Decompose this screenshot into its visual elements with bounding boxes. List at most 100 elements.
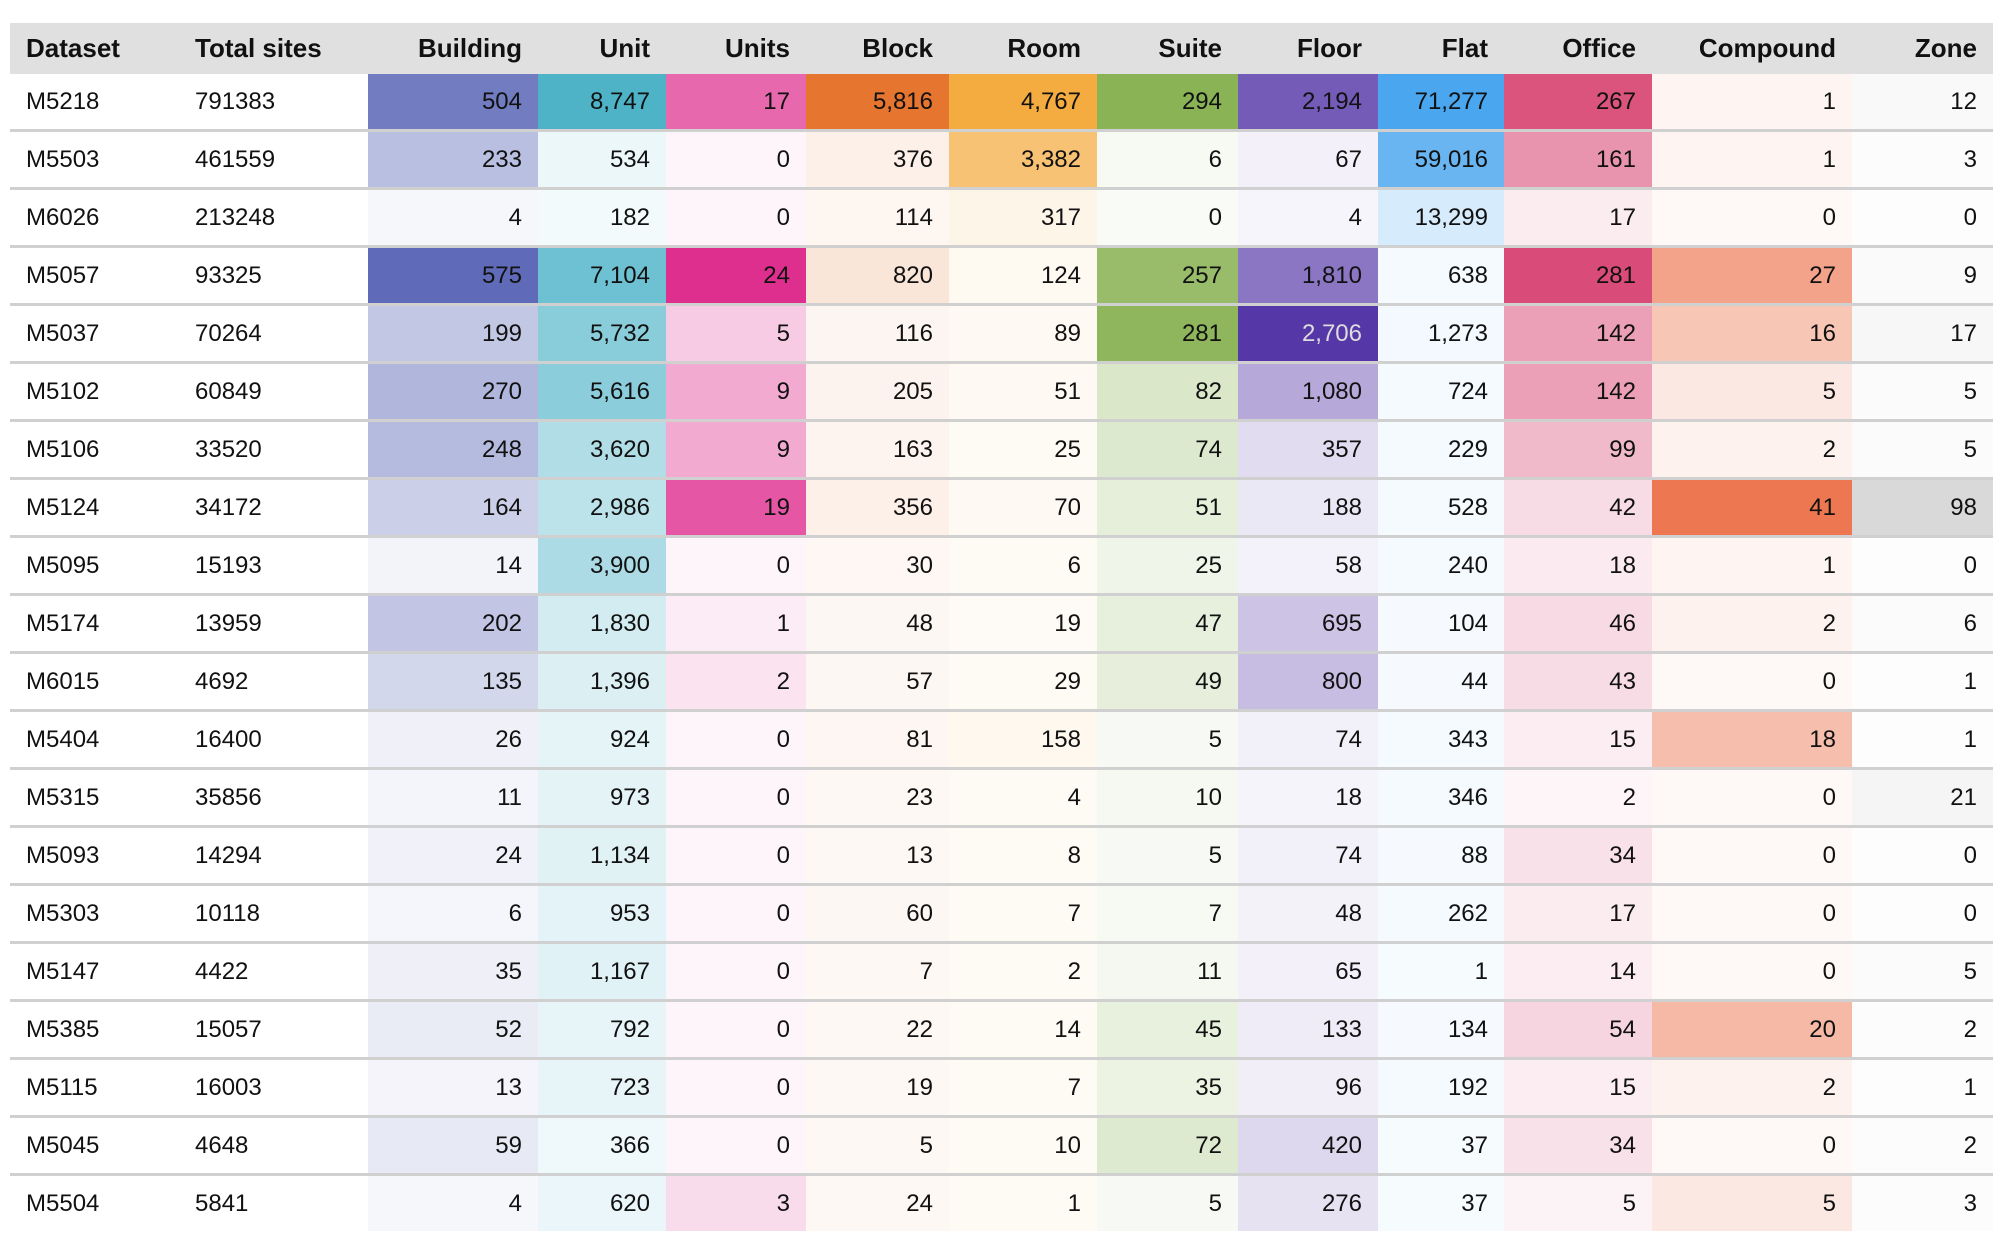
cell-unit: 792 [538,999,666,1059]
cell-compound: 2 [1652,419,1852,479]
cell-flat: 262 [1378,883,1504,943]
cell-unit: 3,900 [538,535,666,595]
column-header-compound[interactable]: Compound [1652,23,1852,74]
cell-office: 5 [1504,1173,1652,1231]
cell-compound: 0 [1652,651,1852,711]
cell-office: 17 [1504,883,1652,943]
cell-room: 29 [949,651,1097,711]
cell-office: 17 [1504,187,1652,247]
cell-units: 5 [666,303,806,363]
cell-zone: 0 [1852,535,1993,595]
cell-total-sites: 791383 [179,74,368,131]
cell-flat: 1,273 [1378,303,1504,363]
cell-units: 0 [666,825,806,885]
column-header-office[interactable]: Office [1504,23,1652,74]
cell-floor: 2,706 [1238,303,1378,363]
cell-room: 1 [949,1173,1097,1231]
cell-units: 0 [666,1057,806,1117]
column-header-block[interactable]: Block [806,23,949,74]
cell-flat: 59,016 [1378,129,1504,189]
cell-units: 0 [666,883,806,943]
cell-floor: 276 [1238,1173,1378,1231]
cell-dataset: M5303 [10,883,179,943]
cell-floor: 420 [1238,1115,1378,1175]
cell-units: 0 [666,129,806,189]
cell-units: 0 [666,941,806,1001]
cell-room: 8 [949,825,1097,885]
cell-unit: 973 [538,767,666,827]
cell-unit: 924 [538,709,666,769]
column-header-units[interactable]: Units [666,23,806,74]
cell-office: 15 [1504,709,1652,769]
table-row: M5095 15193 14 3,900 0 30 6 25 58 240 18 1 0 [10,535,1993,595]
cell-compound: 0 [1652,1115,1852,1175]
cell-building: 199 [368,303,538,363]
cell-floor: 800 [1238,651,1378,711]
cell-compound: 0 [1652,187,1852,247]
cell-total-sites: 10118 [179,883,368,943]
column-header-total-sites[interactable]: Total sites [179,23,368,74]
cell-compound: 5 [1652,361,1852,421]
cell-office: 142 [1504,303,1652,363]
column-header-dataset[interactable]: Dataset [10,23,179,74]
cell-office: 161 [1504,129,1652,189]
cell-room: 2 [949,941,1097,1001]
cell-building: 4 [368,1173,538,1231]
cell-unit: 5,732 [538,303,666,363]
column-header-room[interactable]: Room [949,23,1097,74]
cell-zone: 12 [1852,74,1993,131]
cell-units: 0 [666,535,806,595]
cell-zone: 0 [1852,825,1993,885]
cell-total-sites: 213248 [179,187,368,247]
cell-building: 4 [368,187,538,247]
cell-units: 0 [666,767,806,827]
cell-zone: 5 [1852,361,1993,421]
cell-room: 6 [949,535,1097,595]
cell-suite: 5 [1097,825,1238,885]
cell-dataset: M5037 [10,303,179,363]
cell-block: 356 [806,477,949,537]
cell-unit: 8,747 [538,74,666,131]
cell-compound: 27 [1652,245,1852,305]
cell-flat: 44 [1378,651,1504,711]
cell-suite: 294 [1097,74,1238,131]
cell-zone: 21 [1852,767,1993,827]
column-header-flat[interactable]: Flat [1378,23,1504,74]
cell-block: 205 [806,361,949,421]
cell-dataset: M5124 [10,477,179,537]
cell-unit: 182 [538,187,666,247]
table-row: M5057 93325 575 7,104 24 820 124 257 1,810 638 281… [10,245,1993,305]
cell-office: 14 [1504,941,1652,1001]
cell-block: 22 [806,999,949,1059]
cell-compound: 0 [1652,883,1852,943]
cell-floor: 74 [1238,825,1378,885]
cell-units: 2 [666,651,806,711]
cell-zone: 1 [1852,1057,1993,1117]
cell-building: 26 [368,709,538,769]
cell-suite: 257 [1097,245,1238,305]
cell-flat: 134 [1378,999,1504,1059]
cell-building: 135 [368,651,538,711]
cell-room: 158 [949,709,1097,769]
cell-zone: 5 [1852,419,1993,479]
cell-dataset: M5057 [10,245,179,305]
column-header-zone[interactable]: Zone [1852,23,1993,74]
cell-zone: 1 [1852,709,1993,769]
column-header-building[interactable]: Building [368,23,538,74]
cell-office: 15 [1504,1057,1652,1117]
cell-dataset: M5102 [10,361,179,421]
cell-total-sites: 13959 [179,593,368,653]
column-header-suite[interactable]: Suite [1097,23,1238,74]
cell-block: 30 [806,535,949,595]
column-header-floor[interactable]: Floor [1238,23,1378,74]
cell-floor: 1,810 [1238,245,1378,305]
column-header-unit[interactable]: Unit [538,23,666,74]
table-body: M5218 791383 504 8,747 17 5,816 4,767 294 2,194 7… [10,74,1993,1231]
cell-zone: 3 [1852,1173,1993,1231]
cell-floor: 74 [1238,709,1378,769]
cell-total-sites: 4422 [179,941,368,1001]
table-row: M5115 16003 13 723 0 19 7 35 96 192 15 2 1 [10,1057,1993,1117]
table-row: M5504 5841 4 620 3 24 1 5 276 37 5 5 3 [10,1173,1993,1231]
cell-room: 70 [949,477,1097,537]
cell-building: 35 [368,941,538,1001]
